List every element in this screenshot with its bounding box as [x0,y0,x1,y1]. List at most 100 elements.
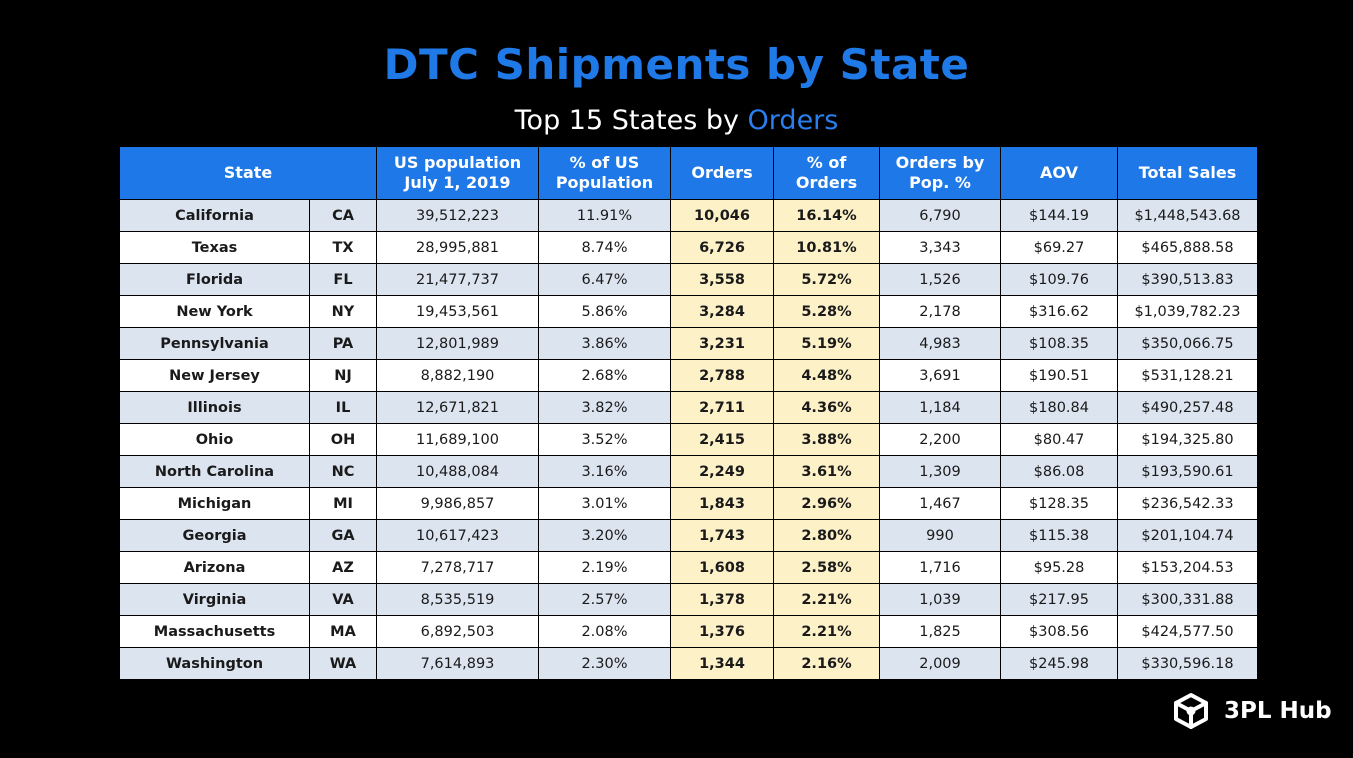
orders-by-pop-cell: 3,343 [879,231,1001,264]
total-sales-cell: $465,888.58 [1117,231,1258,264]
table-row: California CA 39,512,223 11.91% 10,046 16.14%… [119,199,1258,232]
aov-cell: $115.38 [1000,519,1118,552]
header-orders-by-pop: Orders by Pop. % [879,146,1001,200]
state-abbr-cell: PA [309,327,377,360]
orders-by-pop-cell: 1,716 [879,551,1001,584]
orders-cell: 10,046 [670,199,774,232]
pct-orders-cell: 5.72% [773,263,880,296]
state-name-cell: Georgia [119,519,310,552]
aov-cell: $217.95 [1000,583,1118,616]
subtitle-prefix: Top 15 States by [514,105,748,136]
population-cell: 7,278,717 [376,551,539,584]
orders-by-pop-cell: 990 [879,519,1001,552]
orders-by-pop-cell: 3,691 [879,359,1001,392]
brand-logo: 3PL Hub [1172,692,1332,730]
pct-orders-cell: 3.61% [773,455,880,488]
population-cell: 10,488,084 [376,455,539,488]
pct-orders-cell: 16.14% [773,199,880,232]
state-abbr-cell: CA [309,199,377,232]
state-name-cell: Michigan [119,487,310,520]
pct-orders-cell: 2.80% [773,519,880,552]
orders-by-pop-cell: 4,983 [879,327,1001,360]
pct-population-cell: 2.30% [538,647,671,680]
total-sales-cell: $153,204.53 [1117,551,1258,584]
state-abbr-cell: GA [309,519,377,552]
pct-population-cell: 3.82% [538,391,671,424]
population-cell: 8,882,190 [376,359,539,392]
pct-population-cell: 11.91% [538,199,671,232]
population-cell: 8,535,519 [376,583,539,616]
orders-by-pop-cell: 1,309 [879,455,1001,488]
pct-population-cell: 2.08% [538,615,671,648]
orders-cell: 1,344 [670,647,774,680]
state-name-cell: Ohio [119,423,310,456]
orders-by-pop-cell: 1,467 [879,487,1001,520]
pct-population-cell: 3.01% [538,487,671,520]
aov-cell: $80.47 [1000,423,1118,456]
total-sales-cell: $390,513.83 [1117,263,1258,296]
state-name-cell: Arizona [119,551,310,584]
table-row: Illinois IL 12,671,821 3.82% 2,711 4.36% 1,184… [119,391,1258,424]
table-row: Arizona AZ 7,278,717 2.19% 1,608 2.58% 1,716 $9… [119,551,1258,584]
state-name-cell: Texas [119,231,310,264]
pct-population-cell: 8.74% [538,231,671,264]
subtitle-accent: Orders [747,105,839,136]
orders-cell: 3,231 [670,327,774,360]
table-row: New Jersey NJ 8,882,190 2.68% 2,788 4.48% 3,69… [119,359,1258,392]
table-row: Washington WA 7,614,893 2.30% 1,344 2.16% 2,00… [119,647,1258,680]
pct-orders-cell: 2.21% [773,583,880,616]
orders-cell: 1,378 [670,583,774,616]
total-sales-cell: $236,542.33 [1117,487,1258,520]
state-abbr-cell: MA [309,615,377,648]
table-header-row: State US population July 1, 2019 % of US P… [119,146,1258,200]
total-sales-cell: $300,331.88 [1117,583,1258,616]
state-abbr-cell: FL [309,263,377,296]
total-sales-cell: $1,448,543.68 [1117,199,1258,232]
pct-population-cell: 2.68% [538,359,671,392]
orders-cell: 2,788 [670,359,774,392]
orders-by-pop-cell: 1,825 [879,615,1001,648]
state-abbr-cell: NC [309,455,377,488]
population-cell: 28,995,881 [376,231,539,264]
table-row: Massachusetts MA 6,892,503 2.08% 1,376 2.21% 1… [119,615,1258,648]
header-aov: AOV [1000,146,1118,200]
total-sales-cell: $330,596.18 [1117,647,1258,680]
population-cell: 12,801,989 [376,327,539,360]
pct-population-cell: 2.57% [538,583,671,616]
table-row: Michigan MI 9,986,857 3.01% 1,843 2.96% 1,467 $… [119,487,1258,520]
state-name-cell: Washington [119,647,310,680]
orders-by-pop-cell: 2,200 [879,423,1001,456]
total-sales-cell: $350,066.75 [1117,327,1258,360]
pct-population-cell: 3.20% [538,519,671,552]
state-abbr-cell: WA [309,647,377,680]
population-cell: 10,617,423 [376,519,539,552]
state-name-cell: Massachusetts [119,615,310,648]
total-sales-cell: $194,325.80 [1117,423,1258,456]
page-title: DTC Shipments by State [383,40,970,89]
pct-orders-cell: 2.16% [773,647,880,680]
state-abbr-cell: MI [309,487,377,520]
orders-cell: 2,711 [670,391,774,424]
aov-cell: $108.35 [1000,327,1118,360]
state-name-cell: Florida [119,263,310,296]
state-name-cell: California [119,199,310,232]
total-sales-cell: $531,128.21 [1117,359,1258,392]
state-name-cell: Virginia [119,583,310,616]
state-abbr-cell: AZ [309,551,377,584]
pct-orders-cell: 10.81% [773,231,880,264]
total-sales-cell: $424,577.50 [1117,615,1258,648]
state-abbr-cell: NJ [309,359,377,392]
population-cell: 9,986,857 [376,487,539,520]
population-cell: 39,512,223 [376,199,539,232]
orders-cell: 1,843 [670,487,774,520]
pct-population-cell: 3.16% [538,455,671,488]
pct-orders-cell: 4.36% [773,391,880,424]
table-row: Texas TX 28,995,881 8.74% 6,726 10.81% 3,343 $6… [119,231,1258,264]
aov-cell: $144.19 [1000,199,1118,232]
header-population: US population July 1, 2019 [376,146,539,200]
aov-cell: $180.84 [1000,391,1118,424]
aov-cell: $86.08 [1000,455,1118,488]
state-name-cell: New York [119,295,310,328]
state-abbr-cell: TX [309,231,377,264]
brand-name: 3PL Hub [1224,698,1332,724]
